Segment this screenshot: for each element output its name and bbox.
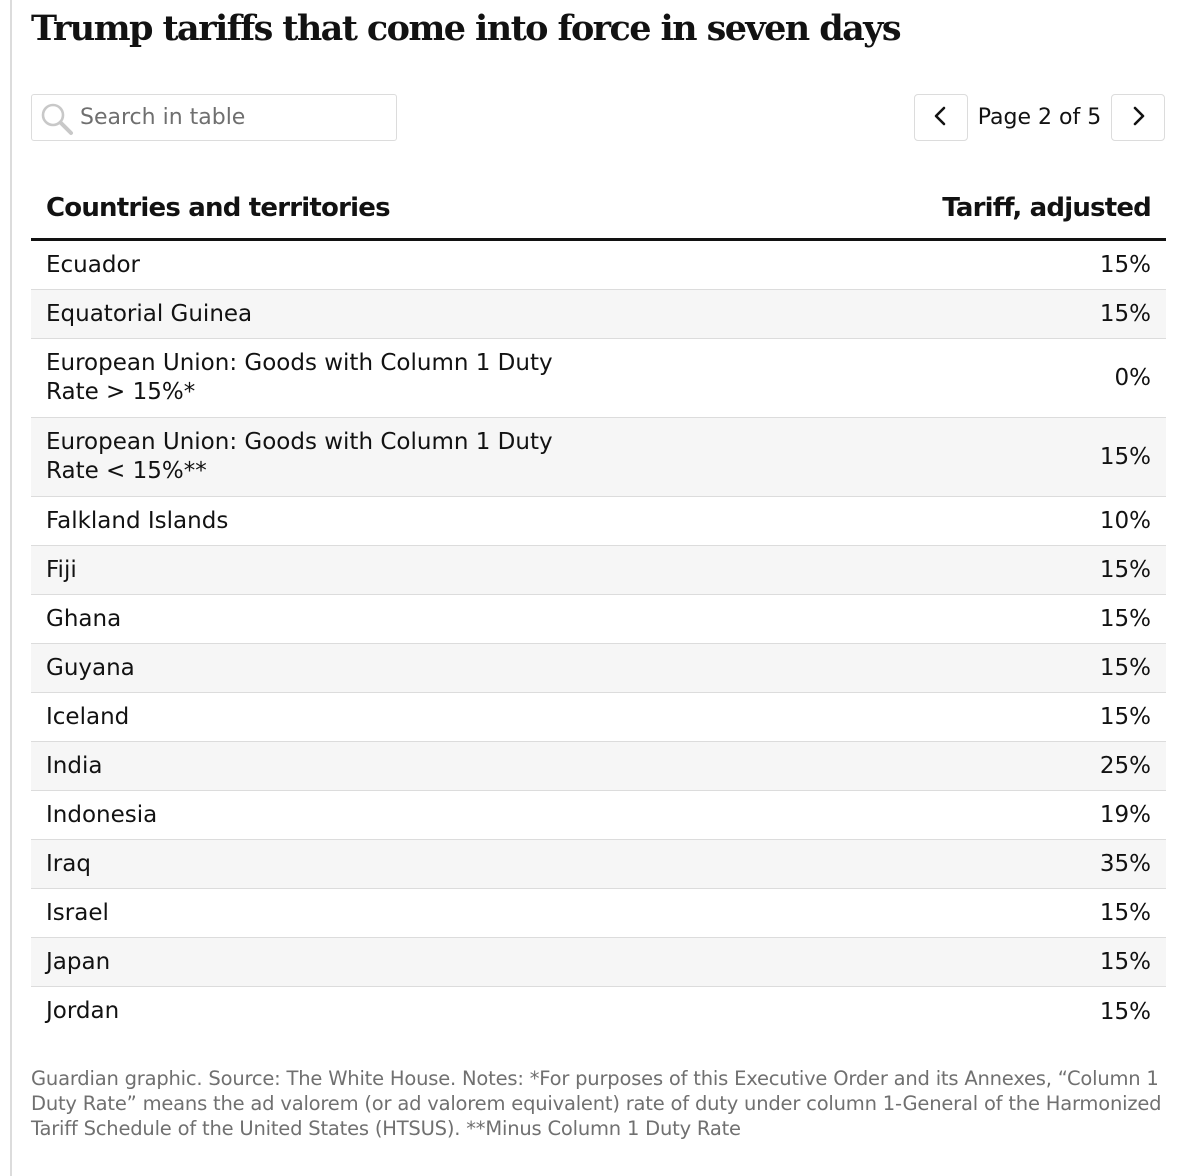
country-cell: Israel	[46, 899, 109, 926]
country-cell: Japan	[46, 948, 111, 975]
country-cell: Jordan	[46, 998, 120, 1024]
tariff-cell: 15%	[1099, 900, 1151, 926]
country-cell: Fiji	[46, 556, 77, 583]
search-box[interactable]	[31, 94, 397, 141]
tariff-cell: 15%	[1099, 998, 1151, 1025]
country-cell: Iraq	[46, 850, 91, 877]
previous-page-button[interactable]	[914, 94, 968, 141]
tariff-cell: 15%	[1099, 301, 1151, 327]
tariff-cell: 10%	[1099, 508, 1151, 534]
column-header-tariff[interactable]: Tariff, adjusted	[942, 193, 1152, 223]
table-body: Ecuador 15% Equatorial Guinea 15% European U…	[31, 241, 1166, 1036]
country-cell: Equatorial Guinea	[46, 300, 253, 327]
table-row: Israel 15%	[31, 889, 1166, 938]
page-indicator: Page 2 of 5	[977, 105, 1102, 130]
country-cell: Falkland Islands	[46, 507, 229, 534]
table-row: Ghana 15%	[31, 595, 1166, 644]
table-row: European Union: Goods with Column 1 Duty…	[31, 418, 1166, 497]
tariff-cell: 15%	[1099, 252, 1151, 278]
chevron-right-icon	[1129, 105, 1147, 131]
country-cell: Ghana	[46, 605, 122, 632]
tariff-cell: 15%	[1099, 444, 1151, 470]
country-cell: India	[46, 752, 103, 779]
source-notes: Guardian graphic. Source: The White Hous…	[31, 1067, 1162, 1140]
tariff-cell: 15%	[1099, 606, 1151, 632]
next-page-button[interactable]	[1111, 94, 1165, 141]
country-cell: Iceland	[46, 703, 130, 730]
country-cell: European Union: Goods with Column 1 Duty…	[46, 350, 553, 405]
search-input[interactable]	[80, 101, 380, 133]
page-title: Trump tariffs that come into force in se…	[31, 8, 902, 49]
tariff-cell: 15%	[1099, 949, 1151, 975]
tariff-table: Countries and territories Tariff, adjust…	[31, 180, 1166, 1036]
table-row: Guyana 15%	[31, 644, 1166, 693]
tariff-cell: 19%	[1099, 802, 1151, 828]
search-icon	[40, 102, 74, 136]
column-header-country[interactable]: Countries and territories	[46, 193, 391, 223]
table-row: Equatorial Guinea 15%	[31, 290, 1166, 339]
page-left-border	[10, 0, 12, 1176]
table-row: Ecuador 15%	[31, 241, 1166, 290]
country-cell: European Union: Goods with Column 1 Duty…	[46, 429, 553, 484]
table-row: India 25%	[31, 742, 1166, 791]
table-row: Falkland Islands 10%	[31, 497, 1166, 546]
tariff-cell: 15%	[1099, 557, 1151, 583]
tariff-cell: 0%	[1114, 365, 1152, 391]
country-cell: Guyana	[46, 654, 135, 681]
table-row: Indonesia 19%	[31, 791, 1166, 840]
country-cell: Indonesia	[46, 801, 158, 828]
table-row: Fiji 15%	[31, 546, 1166, 595]
table-row: European Union: Goods with Column 1 Duty…	[31, 339, 1166, 418]
table-row: Iraq 35%	[31, 840, 1166, 889]
table-row: Jordan 15%	[31, 987, 1166, 1036]
tariff-cell: 15%	[1099, 704, 1151, 730]
tariff-cell: 15%	[1099, 655, 1151, 681]
table-row: Iceland 15%	[31, 693, 1166, 742]
tariff-cell: 35%	[1099, 851, 1151, 877]
tariff-cell: 25%	[1099, 753, 1151, 779]
chevron-left-icon	[932, 105, 950, 131]
table-row: Japan 15%	[31, 938, 1166, 987]
table-header: Countries and territories Tariff, adjust…	[31, 180, 1166, 241]
country-cell: Ecuador	[46, 251, 140, 278]
